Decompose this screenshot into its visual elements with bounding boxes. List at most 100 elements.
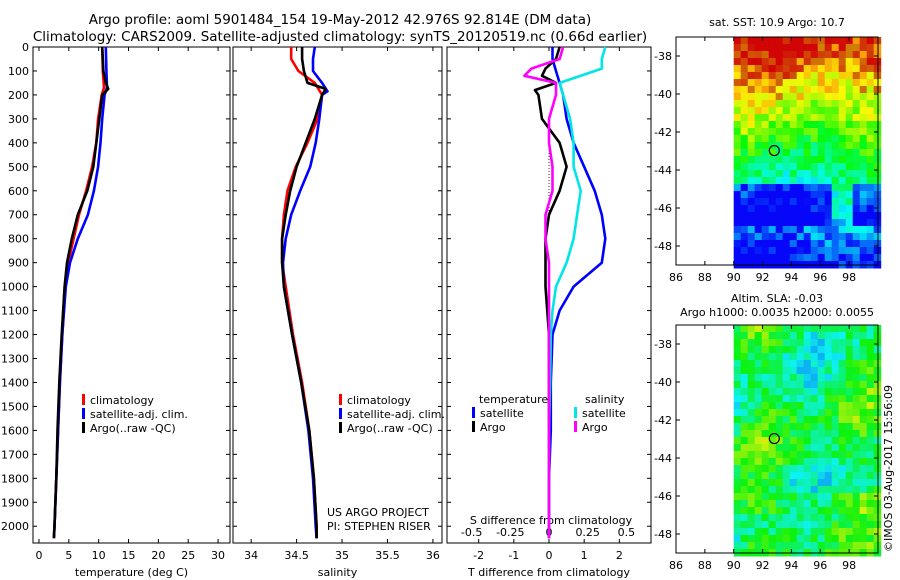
temperature-xtick-label: 10: [92, 549, 106, 562]
sla-map-cell: [747, 458, 756, 466]
sla-map-cell: [810, 416, 819, 424]
temperature-xtick-label: 15: [122, 549, 136, 562]
sst-map-cell: [859, 198, 868, 206]
sla-map-cell: [845, 479, 854, 487]
sst-map-cell: [838, 226, 847, 234]
sla-map-cell: [838, 367, 847, 375]
sst-map-cell: [761, 65, 770, 73]
sst-map-cell: [789, 93, 798, 101]
sst-map-cell: [733, 121, 742, 129]
sst-map-cell: [817, 170, 826, 178]
sla-map-cell: [810, 493, 819, 501]
sla-map-cell: [796, 416, 805, 424]
sst-map-cell: [775, 198, 784, 206]
sla-map-cell: [782, 500, 791, 508]
sst-map-cell: [754, 163, 763, 171]
sla-map-xtick-label: 90: [727, 559, 741, 572]
sla-map-cell: [859, 521, 868, 529]
sst-map-cell: [775, 254, 784, 262]
sla-map-cell: [761, 374, 770, 382]
sla-map-cell: [761, 528, 770, 536]
sst-map-cell: [775, 191, 784, 199]
sst-map-cell: [782, 205, 791, 213]
sst-map-cell: [740, 100, 749, 108]
sla-map-cell: [831, 409, 840, 417]
sla-map-cell: [747, 346, 756, 354]
pi-label: PI: STEPHEN RISER: [327, 520, 431, 533]
sst-map-cell: [831, 247, 840, 255]
sla-map-cell: [831, 402, 840, 410]
sst-map-cell: [782, 86, 791, 94]
sla-map-cell: [782, 346, 791, 354]
sst-map-cell: [831, 44, 840, 52]
sst-map-cell: [859, 142, 868, 150]
difference-xtick-label: -1: [508, 549, 519, 562]
sla-map-cell: [803, 528, 812, 536]
sst-map-cell: [754, 184, 763, 192]
sst-map-cell: [768, 240, 777, 248]
sla-map-cell: [873, 465, 882, 473]
sst-map-cell: [824, 226, 833, 234]
sla-map-cell: [740, 339, 749, 347]
sla-map-cell: [747, 521, 756, 529]
sst-map-cell: [796, 198, 805, 206]
sst-map-cell: [754, 114, 763, 122]
sla-map-cell: [838, 528, 847, 536]
sst-map-cell: [873, 72, 882, 80]
temperature-xtick-label: 25: [181, 549, 195, 562]
sst-map-cell: [831, 107, 840, 115]
sla-map-cell: [810, 374, 819, 382]
sst-map-cell: [873, 177, 882, 185]
sst-map-cell: [873, 219, 882, 227]
sla-map-cell: [796, 346, 805, 354]
sst-map-cell: [852, 58, 861, 66]
sla-map-cell: [740, 381, 749, 389]
sst-map-cell: [733, 170, 742, 178]
temperature-xtick-label: 20: [151, 549, 165, 562]
depth-tick-label: 1700: [1, 448, 29, 461]
sla-map-cell: [845, 374, 854, 382]
sst-map-cell: [803, 170, 812, 178]
sst-map-cell: [754, 142, 763, 150]
sla-map-cell: [775, 325, 784, 333]
sla-map-cell: [782, 444, 791, 452]
sst-map-cell: [761, 191, 770, 199]
sla-map-cell: [761, 514, 770, 522]
sst-map-cell: [761, 212, 770, 220]
sst-map-cell: [810, 58, 819, 66]
sla-map-cell: [768, 472, 777, 480]
sla-map-cell: [747, 423, 756, 431]
sla-map-cell: [789, 535, 798, 543]
sla-map-cell: [810, 339, 819, 347]
sst-map-cell: [859, 37, 868, 45]
sla-map-cell: [810, 332, 819, 340]
sst-map-cell: [866, 198, 875, 206]
sla-map-cell: [775, 388, 784, 396]
sla-map-cell: [768, 458, 777, 466]
sst-map-cell: [810, 233, 819, 241]
sst-map-cell: [852, 128, 861, 136]
sst-map-cell: [733, 247, 742, 255]
sla-map-cell: [838, 514, 847, 522]
sla-map-cell: [775, 395, 784, 403]
sst-map-cell: [733, 51, 742, 59]
sla-map-cell: [859, 381, 868, 389]
sst-map-cell: [873, 142, 882, 150]
sla-map-cell: [747, 507, 756, 515]
sst-map-cell: [796, 135, 805, 143]
sst-map-cell: [761, 198, 770, 206]
sla-map-cell: [775, 416, 784, 424]
sla-map-cell: [873, 493, 882, 501]
sla-map-cell: [831, 395, 840, 403]
sst-map-cell: [796, 163, 805, 171]
sla-map-cell: [803, 339, 812, 347]
sst-map-cell: [817, 198, 826, 206]
sla-map-cell: [789, 514, 798, 522]
sla-map-cell: [733, 500, 742, 508]
difference-series-3: [523, 46, 565, 539]
sst-map-cell: [775, 205, 784, 213]
sst-map-cell: [789, 205, 798, 213]
sst-map-cell: [747, 100, 756, 108]
sla-map-cell: [824, 395, 833, 403]
sst-map-cell: [866, 240, 875, 248]
